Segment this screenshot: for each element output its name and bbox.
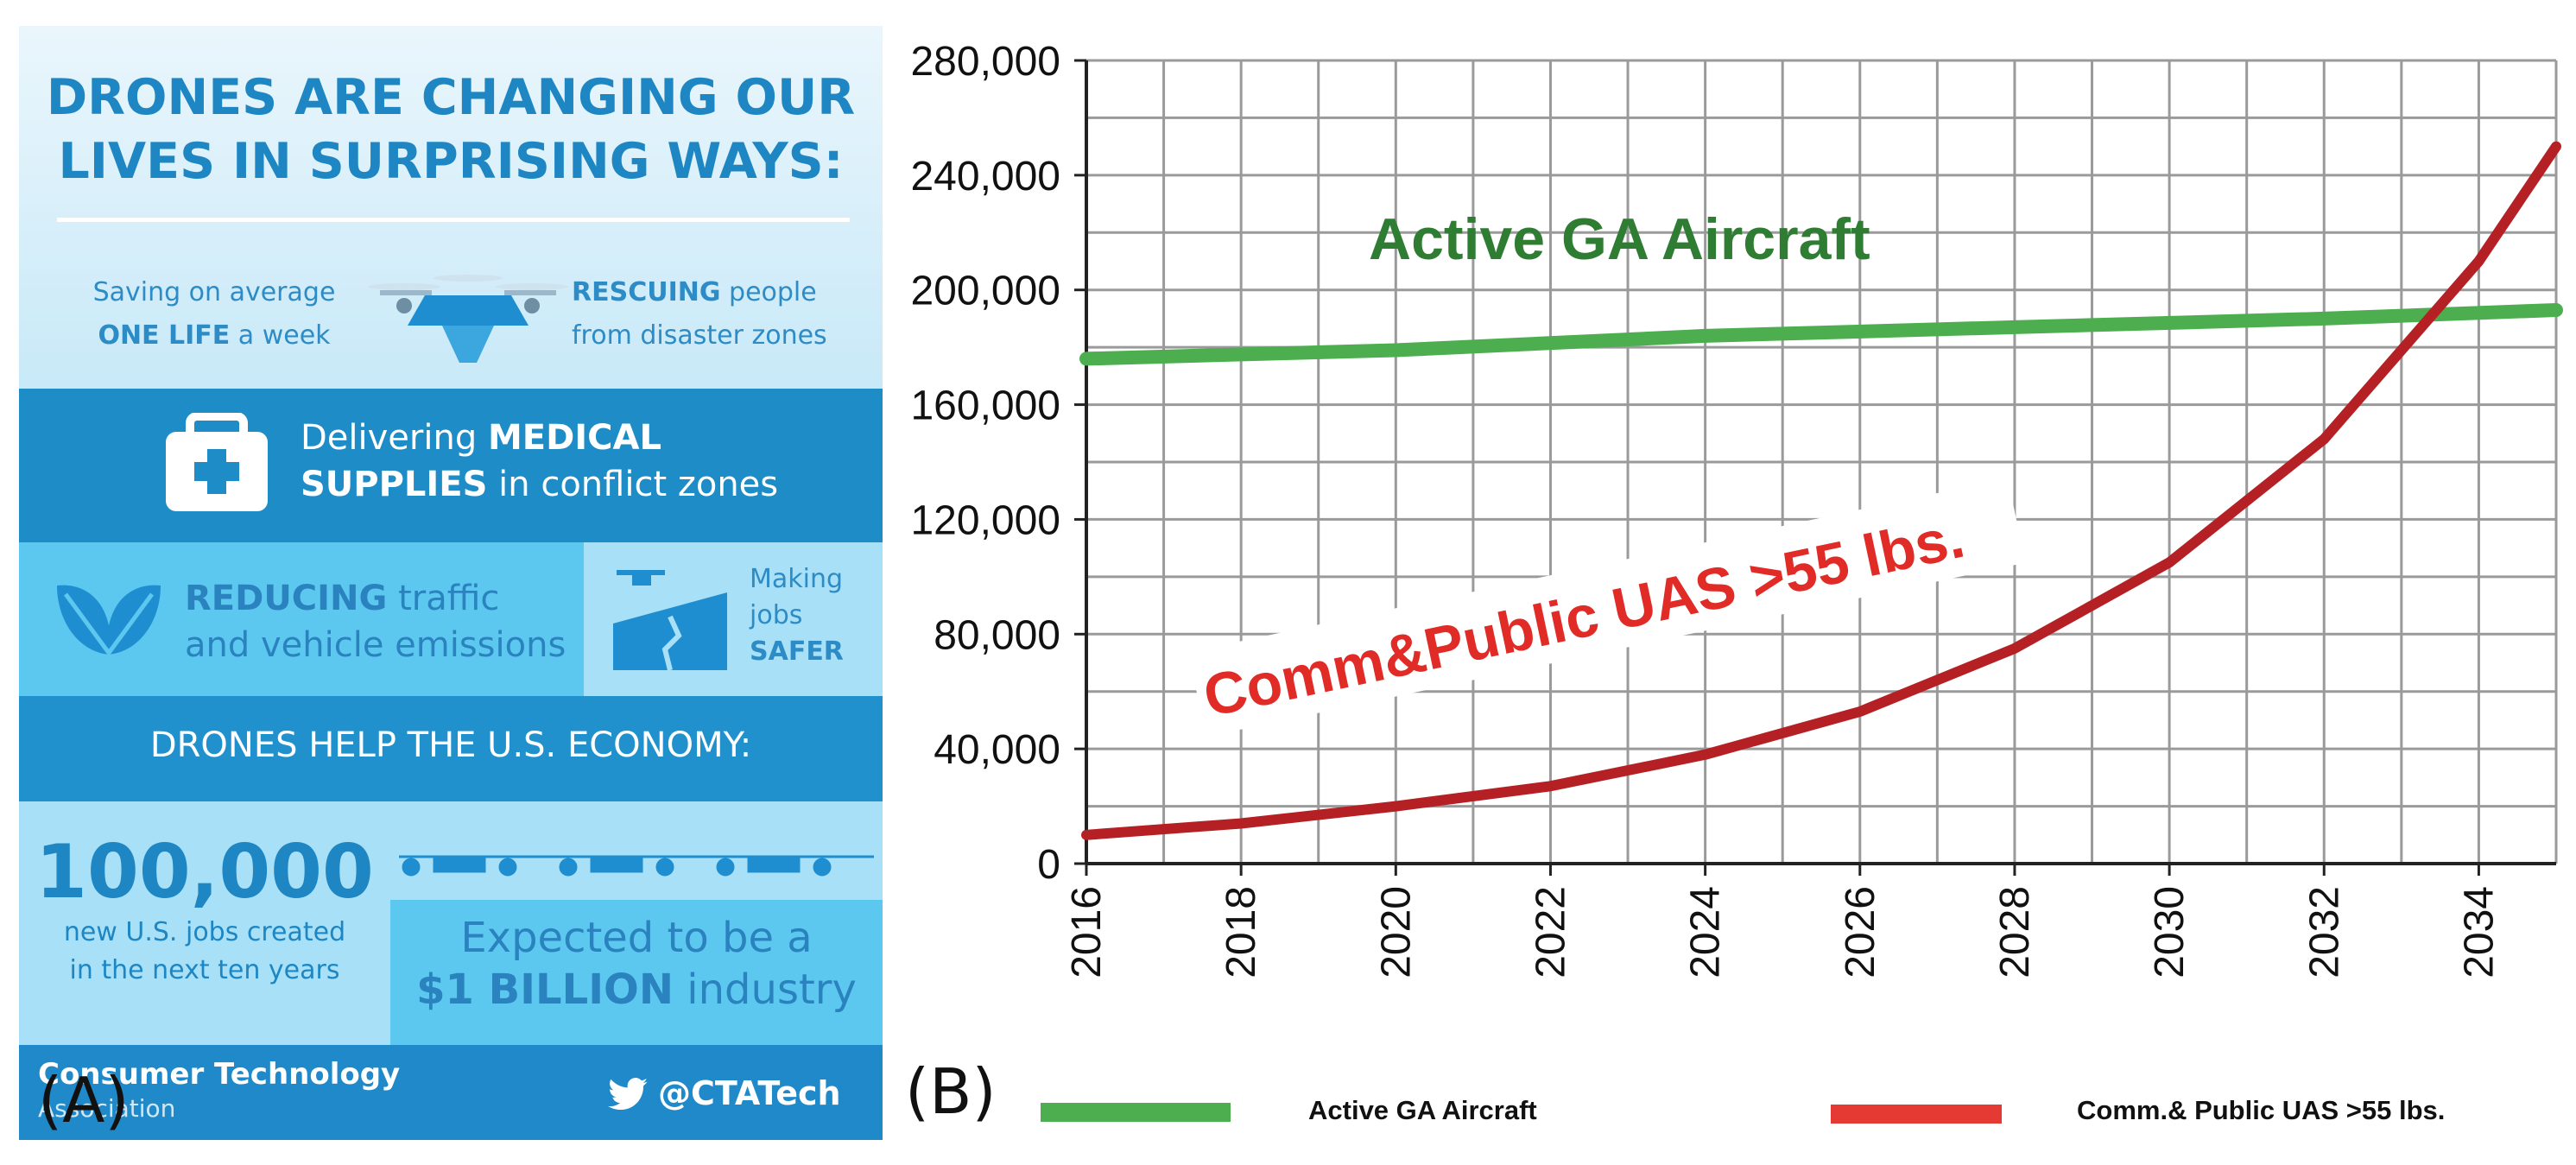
cta-org-line-1: Consumer Technology [38,1057,401,1092]
rescuing-text: RESCUING people from disaster zones [572,271,857,358]
industry-line-1: Expected to be a [460,914,813,962]
medical-pre: Delivering [301,418,478,458]
leaves-icon [57,585,161,657]
y-tick-label: 80,000 [934,612,1060,658]
series-line-active-ga [1079,303,2563,366]
legend-swatch-comm-uas [1831,1105,2002,1124]
chart-grid [1085,59,2558,865]
industry-text: Expected to be a $1 BILLION industry [390,912,883,1016]
y-tick-label: 120,000 [910,497,1060,543]
drone-icon [368,275,568,363]
series-line-comm-uas [1081,141,2561,840]
infographic-footer: Consumer Technology Association @CTATech [19,1045,883,1140]
x-tick-label: 2028 [1992,886,2038,978]
drone-strip [390,801,883,900]
cta-org-line-2: Association [38,1094,176,1123]
jobs-line-1: new U.S. jobs created [63,917,346,947]
drone-row-icon [399,855,874,877]
legend-label-comm-uas: Comm.& Public UAS >55 lbs. [2077,1095,2446,1125]
y-tick-label: 240,000 [910,154,1060,199]
industry-block: Expected to be a $1 BILLION industry [390,801,883,1045]
title-line-1: DRONES ARE CHANGING OUR [46,69,856,126]
medical-section: Delivering MEDICAL SUPPLIES in conflict … [19,389,883,542]
saving-line-1: Saving on average [92,277,336,307]
medical-bold-1: MEDICAL [487,418,661,458]
x-tick-label: 2026 [1838,886,1883,978]
economy-section: 100,000 new U.S. jobs created in the nex… [19,801,883,1045]
jobs-number: 100,000 [35,829,374,915]
industry-bold: $1 BILLION [416,966,674,1014]
x-tick-label: 2016 [1064,886,1110,978]
chart-series [1079,141,2563,840]
x-tick-label: 2032 [2301,886,2347,978]
jobs-line-2: in the next ten years [69,955,340,985]
reducing-text: REDUCING traffic and vehicle emissions [185,575,566,668]
medical-kit-icon [166,413,268,511]
y-tick-label: 0 [1037,842,1060,888]
panel-label-a: (A) [38,1064,130,1137]
x-tick-label: 2022 [1528,886,1573,978]
twitter-bird-icon [608,1078,648,1111]
panel-label-b: (B) [905,1055,997,1128]
x-tick-label: 2018 [1218,886,1264,978]
cta-logo-text: Consumer Technology Association [38,1057,400,1126]
legend-swatch-active-ga [1041,1103,1231,1122]
annotation-uas-backdrop [1187,478,2026,738]
x-tick-label: 2030 [2147,886,2193,978]
economy-header: DRONES HELP THE U.S. ECONOMY: [149,725,752,765]
infographic-title-section: DRONES ARE CHANGING OUR LIVES IN SURPRIS… [19,26,883,389]
rescuing-rest: people [729,277,817,307]
rescuing-bold: RESCUING [572,277,721,307]
safer-line-1: Making [750,564,844,594]
saving-rest: a week [237,320,331,351]
saving-text: Saving on average ONE LIFE a week [67,271,361,358]
economy-header-section: DRONES HELP THE U.S. ECONOMY: [19,696,883,801]
annotation-active-ga: Active GA Aircraft [1369,206,1870,272]
chart-axes: 0 40,000 80,000 120,000 160,000 200,000 240,00… [910,39,2556,978]
medical-rest: in conflict zones [498,465,779,504]
safer-text: Making jobs SAFER [750,561,844,670]
y-tick-label: 280,000 [910,39,1060,85]
reducing-bold: REDUCING [185,579,388,618]
emissions-safety-section: REDUCING traffic and vehicle emissions M… [19,542,883,696]
saving-bold: ONE LIFE [98,320,231,351]
infographic-panel: DRONES ARE CHANGING OUR LIVES IN SURPRIS… [19,26,883,1140]
rescuing-line-2: from disaster zones [572,320,827,351]
x-tick-label: 2034 [2456,886,2502,978]
safer-line-2: jobs [750,600,803,630]
reducing-rest: traffic [398,579,500,618]
industry-rest: industry [687,966,857,1014]
title-line-2: LIVES IN SURPRISING WAYS: [58,133,844,190]
x-tick-label: 2020 [1373,886,1419,978]
jobs-block: 100,000 new U.S. jobs created in the nex… [19,831,390,990]
title-divider [57,218,850,222]
safer-bold: SAFER [750,636,844,667]
y-tick-label: 160,000 [910,383,1060,429]
legend-label-active-ga: Active GA Aircraft [1308,1095,1537,1125]
safer-panel: Making jobs SAFER [584,542,883,696]
reducing-line-2: and vehicle emissions [185,625,566,665]
medical-text: Delivering MEDICAL SUPPLIES in conflict … [301,415,778,508]
y-tick-label: 40,000 [934,727,1060,773]
twitter-handle: @CTATech [658,1074,841,1112]
infographic-title: DRONES ARE CHANGING OUR LIVES IN SURPRIS… [19,66,883,193]
y-tick-label: 200,000 [910,269,1060,314]
medical-bold-2: SUPPLIES [301,465,488,504]
construction-drone-icon [613,570,727,671]
x-tick-label: 2024 [1683,886,1729,978]
